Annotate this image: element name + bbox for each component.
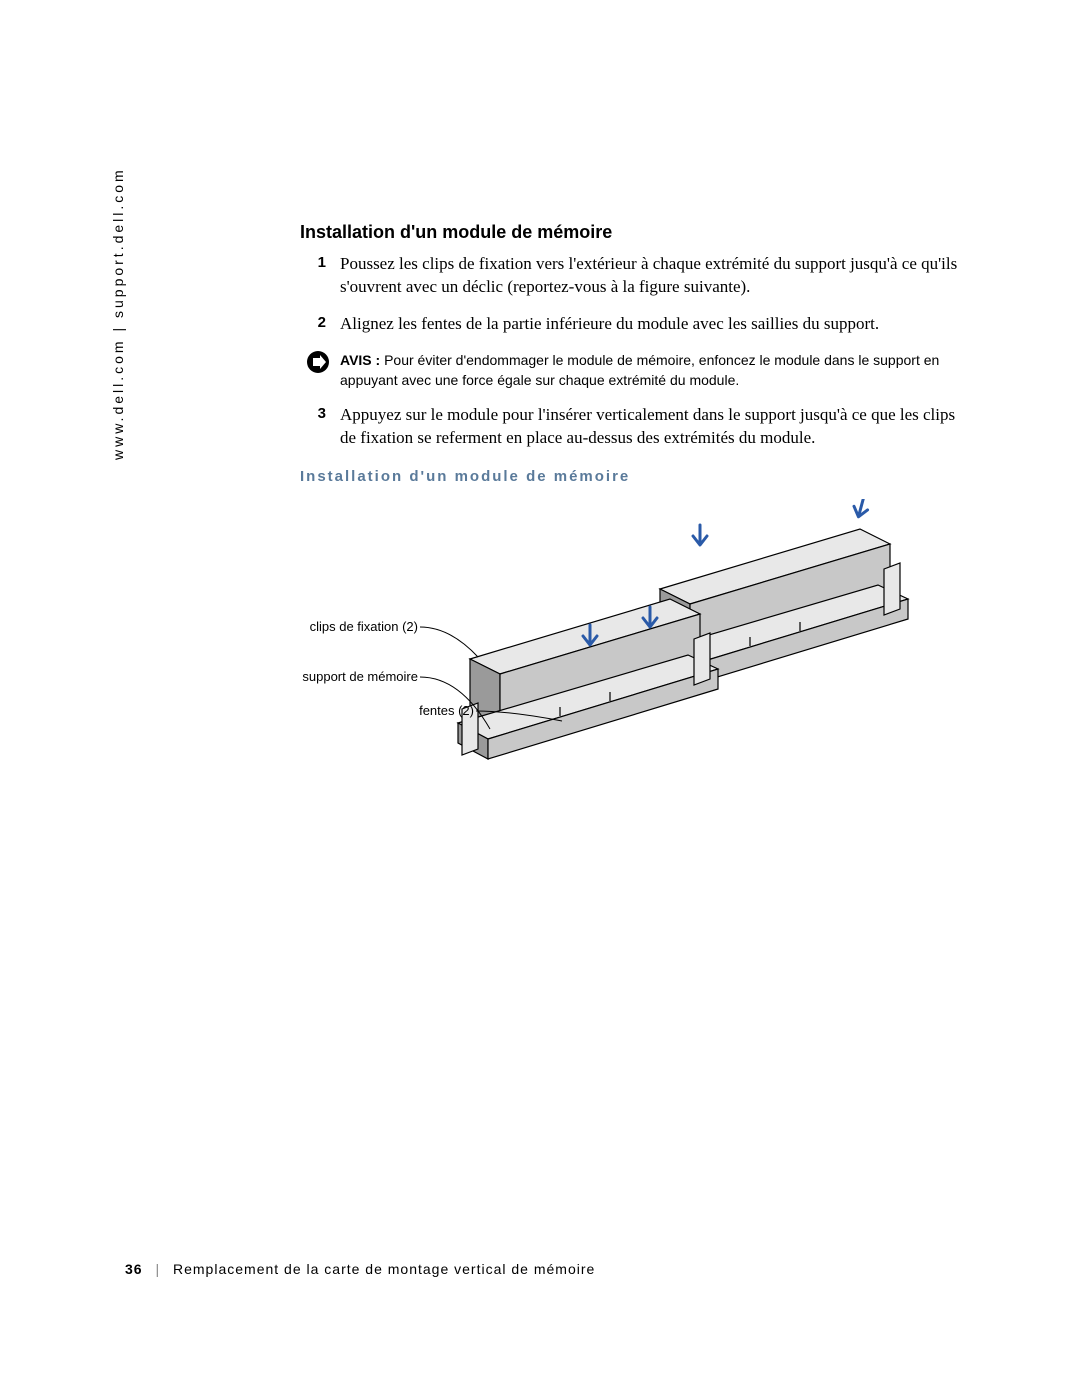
page: www.dell.com | support.dell.com Installa… (0, 0, 1080, 1397)
step-1: 1 Poussez les clips de fixation vers l'e… (300, 253, 960, 299)
step-number: 2 (300, 313, 340, 336)
step-number: 3 (300, 404, 340, 450)
step-number: 1 (300, 253, 340, 299)
notice-label: AVIS : (340, 352, 380, 368)
callout-support: support de mémoire (302, 669, 418, 684)
step-text: Poussez les clips de fixation vers l'ext… (340, 253, 960, 299)
notice-body: AVIS : Pour éviter d'endommager le modul… (340, 350, 960, 391)
page-number: 36 (125, 1261, 143, 1277)
notice-text: Pour éviter d'endommager le module de mé… (340, 352, 939, 388)
side-url-text: www.dell.com | support.dell.com (110, 167, 126, 460)
step-text: Appuyez sur le module pour l'insérer ver… (340, 404, 960, 450)
notice-arrow-icon (300, 350, 340, 391)
notice-avis: AVIS : Pour éviter d'endommager le modul… (300, 350, 960, 391)
footer-separator: | (155, 1261, 160, 1277)
content-area: Installation d'un module de mémoire 1 Po… (300, 222, 960, 799)
callout-fentes: fentes (2) (419, 703, 474, 718)
section-heading: Installation d'un module de mémoire (300, 222, 960, 243)
memory-module-diagram: clips de fixation (2) support de mémoire… (300, 499, 960, 799)
callout-clips: clips de fixation (2) (310, 619, 418, 634)
diagram-svg (300, 499, 960, 799)
step-2: 2 Alignez les fentes de la partie inféri… (300, 313, 960, 336)
figure-title: Installation d'un module de mémoire (300, 468, 960, 485)
step-text: Alignez les fentes de la partie inférieu… (340, 313, 960, 336)
page-footer: 36 | Remplacement de la carte de montage… (125, 1261, 595, 1277)
step-3: 3 Appuyez sur le module pour l'insérer v… (300, 404, 960, 450)
footer-section: Remplacement de la carte de montage vert… (173, 1261, 595, 1277)
